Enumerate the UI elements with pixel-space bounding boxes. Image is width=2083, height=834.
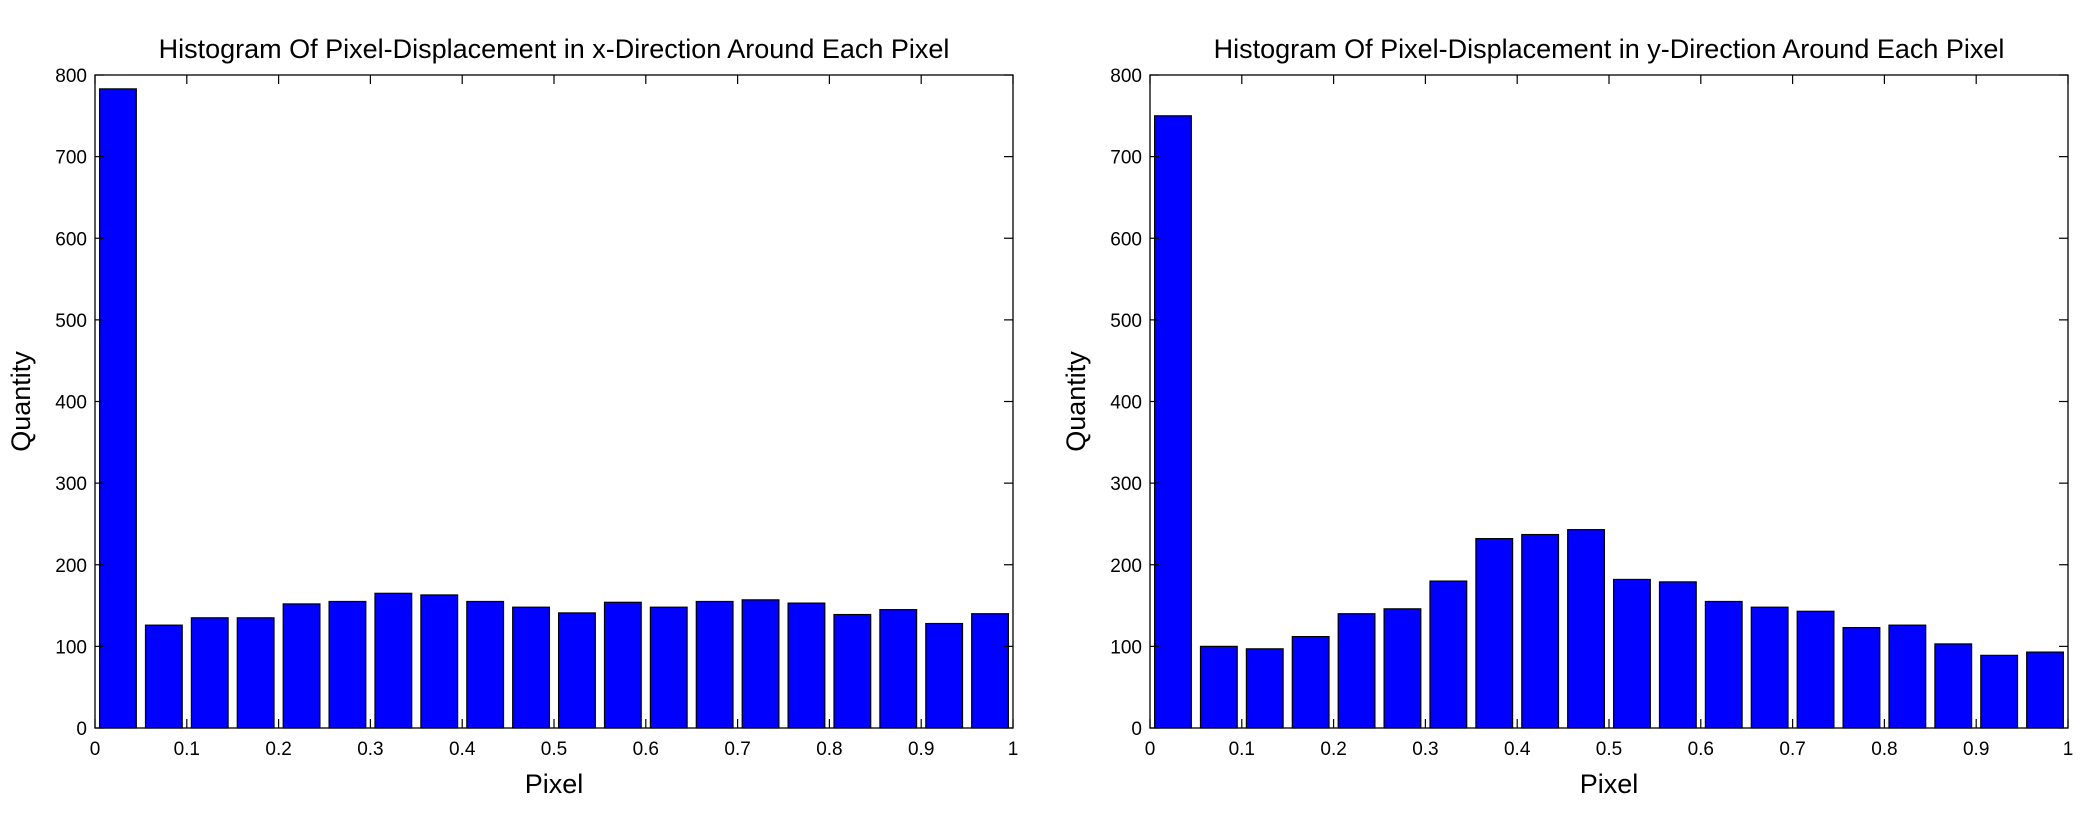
chart-0-xtick-label: 0.2 bbox=[265, 739, 291, 760]
chart-0-bar bbox=[880, 610, 917, 728]
chart-1-bar bbox=[1292, 637, 1329, 728]
chart-1-xtick-label: 0.7 bbox=[1779, 739, 1805, 760]
chart-0-bar bbox=[283, 604, 320, 728]
chart-0-xtick-label: 0.7 bbox=[724, 739, 750, 760]
chart-1-bar bbox=[1155, 116, 1192, 728]
chart-1-ytick-label: 100 bbox=[1110, 637, 1142, 658]
chart-1-bar bbox=[1843, 628, 1880, 728]
chart-1-ytick-label: 300 bbox=[1110, 474, 1142, 495]
chart-1-bar bbox=[1981, 655, 2018, 728]
chart-0-bar bbox=[191, 618, 228, 728]
chart-0-title: Histogram Of Pixel-Displacement in x-Dir… bbox=[159, 34, 950, 64]
chart-0-bar bbox=[650, 607, 687, 728]
chart-0-xtick-label: 0.9 bbox=[908, 739, 934, 760]
chart-1-xtick-label: 0.5 bbox=[1596, 739, 1622, 760]
chart-1-ytick-label: 600 bbox=[1110, 229, 1142, 250]
chart-1-bar bbox=[1200, 646, 1237, 728]
chart-0-bar bbox=[237, 618, 274, 728]
chart-0-ytick-label: 200 bbox=[55, 556, 87, 577]
chart-1-xtick-label: 0.1 bbox=[1229, 739, 1255, 760]
chart-1-xtick-label: 0.8 bbox=[1871, 739, 1897, 760]
chart-1-bar bbox=[1568, 530, 1605, 728]
chart-0-ytick-label: 0 bbox=[76, 719, 87, 740]
histogram-y-chart: Histogram Of Pixel-Displacement in y-Dir… bbox=[1050, 0, 2083, 834]
histogram-x-panel: Histogram Of Pixel-Displacement in x-Dir… bbox=[0, 0, 1040, 834]
chart-0-xtick-label: 0.3 bbox=[357, 739, 383, 760]
chart-0-bar bbox=[375, 593, 412, 728]
chart-0-xtick-label: 0.5 bbox=[541, 739, 567, 760]
chart-1-bar bbox=[1935, 644, 1972, 728]
chart-0-ytick-label: 500 bbox=[55, 311, 87, 332]
chart-0-ylabel: Quantity bbox=[6, 351, 36, 452]
chart-1-xtick-label: 0.6 bbox=[1688, 739, 1714, 760]
chart-1-xtick-label: 0.3 bbox=[1412, 739, 1438, 760]
histogram-y-panel: Histogram Of Pixel-Displacement in y-Dir… bbox=[1050, 0, 2083, 834]
chart-0-bar bbox=[421, 595, 458, 728]
chart-0-bar bbox=[559, 613, 596, 728]
chart-1-ytick-label: 800 bbox=[1110, 66, 1142, 87]
chart-0-ytick-label: 100 bbox=[55, 637, 87, 658]
chart-0-xtick-label: 0.6 bbox=[633, 739, 659, 760]
chart-0-xlabel: Pixel bbox=[525, 769, 584, 799]
chart-0-bar bbox=[696, 601, 733, 728]
chart-1-bar bbox=[1522, 535, 1559, 728]
chart-1-ytick-label: 500 bbox=[1110, 311, 1142, 332]
chart-1-ytick-label: 700 bbox=[1110, 148, 1142, 169]
chart-0-bar bbox=[100, 89, 137, 728]
chart-1-xtick-label: 0.2 bbox=[1320, 739, 1346, 760]
chart-1-bar bbox=[1705, 601, 1742, 728]
chart-0-bar bbox=[834, 615, 871, 728]
chart-1-bar bbox=[2027, 652, 2064, 728]
chart-0-xtick-label: 0 bbox=[90, 739, 101, 760]
chart-1-bar bbox=[1430, 581, 1467, 728]
chart-0-bar bbox=[145, 625, 182, 728]
chart-0-axes-box bbox=[95, 75, 1013, 728]
chart-0-ytick-label: 600 bbox=[55, 229, 87, 250]
chart-1-bar bbox=[1476, 539, 1513, 728]
chart-1-ylabel: Quantity bbox=[1061, 351, 1091, 452]
chart-1-bar bbox=[1751, 607, 1788, 728]
chart-0-xtick-label: 0.4 bbox=[449, 739, 476, 760]
chart-0-bar bbox=[788, 603, 825, 728]
chart-1-bar bbox=[1338, 614, 1375, 728]
chart-1-ytick-label: 200 bbox=[1110, 556, 1142, 577]
chart-0-xtick-label: 0.8 bbox=[816, 739, 842, 760]
chart-0-xtick-label: 1 bbox=[1008, 739, 1019, 760]
chart-1-bar bbox=[1246, 649, 1283, 728]
chart-1-bar bbox=[1384, 609, 1421, 728]
chart-1-xtick-label: 1 bbox=[2063, 739, 2074, 760]
chart-1-bar bbox=[1659, 582, 1696, 728]
chart-0-bar bbox=[742, 600, 779, 728]
chart-0-ytick-label: 700 bbox=[55, 148, 87, 169]
chart-0-xtick-label: 0.1 bbox=[174, 739, 200, 760]
chart-1-xtick-label: 0.4 bbox=[1504, 739, 1531, 760]
chart-1-ytick-label: 400 bbox=[1110, 393, 1142, 414]
chart-0-ytick-label: 400 bbox=[55, 393, 87, 414]
chart-1-bar bbox=[1889, 625, 1926, 728]
chart-0-ytick-label: 300 bbox=[55, 474, 87, 495]
chart-1-bar bbox=[1614, 579, 1651, 728]
chart-0-bar bbox=[972, 614, 1009, 728]
chart-0-bar bbox=[926, 624, 963, 728]
chart-0-ytick-label: 800 bbox=[55, 66, 87, 87]
chart-0-bar bbox=[513, 607, 550, 728]
chart-1-xtick-label: 0 bbox=[1145, 739, 1156, 760]
chart-1-xtick-label: 0.9 bbox=[1963, 739, 1989, 760]
chart-1-bar bbox=[1797, 611, 1834, 728]
histogram-x-chart: Histogram Of Pixel-Displacement in x-Dir… bbox=[0, 0, 1040, 834]
chart-1-axes-box bbox=[1150, 75, 2068, 728]
chart-1-title: Histogram Of Pixel-Displacement in y-Dir… bbox=[1214, 34, 2005, 64]
chart-1-xlabel: Pixel bbox=[1580, 769, 1639, 799]
chart-0-bar bbox=[604, 602, 641, 728]
chart-0-bar bbox=[467, 601, 504, 728]
chart-1-ytick-label: 0 bbox=[1131, 719, 1142, 740]
chart-0-bar bbox=[329, 601, 366, 728]
